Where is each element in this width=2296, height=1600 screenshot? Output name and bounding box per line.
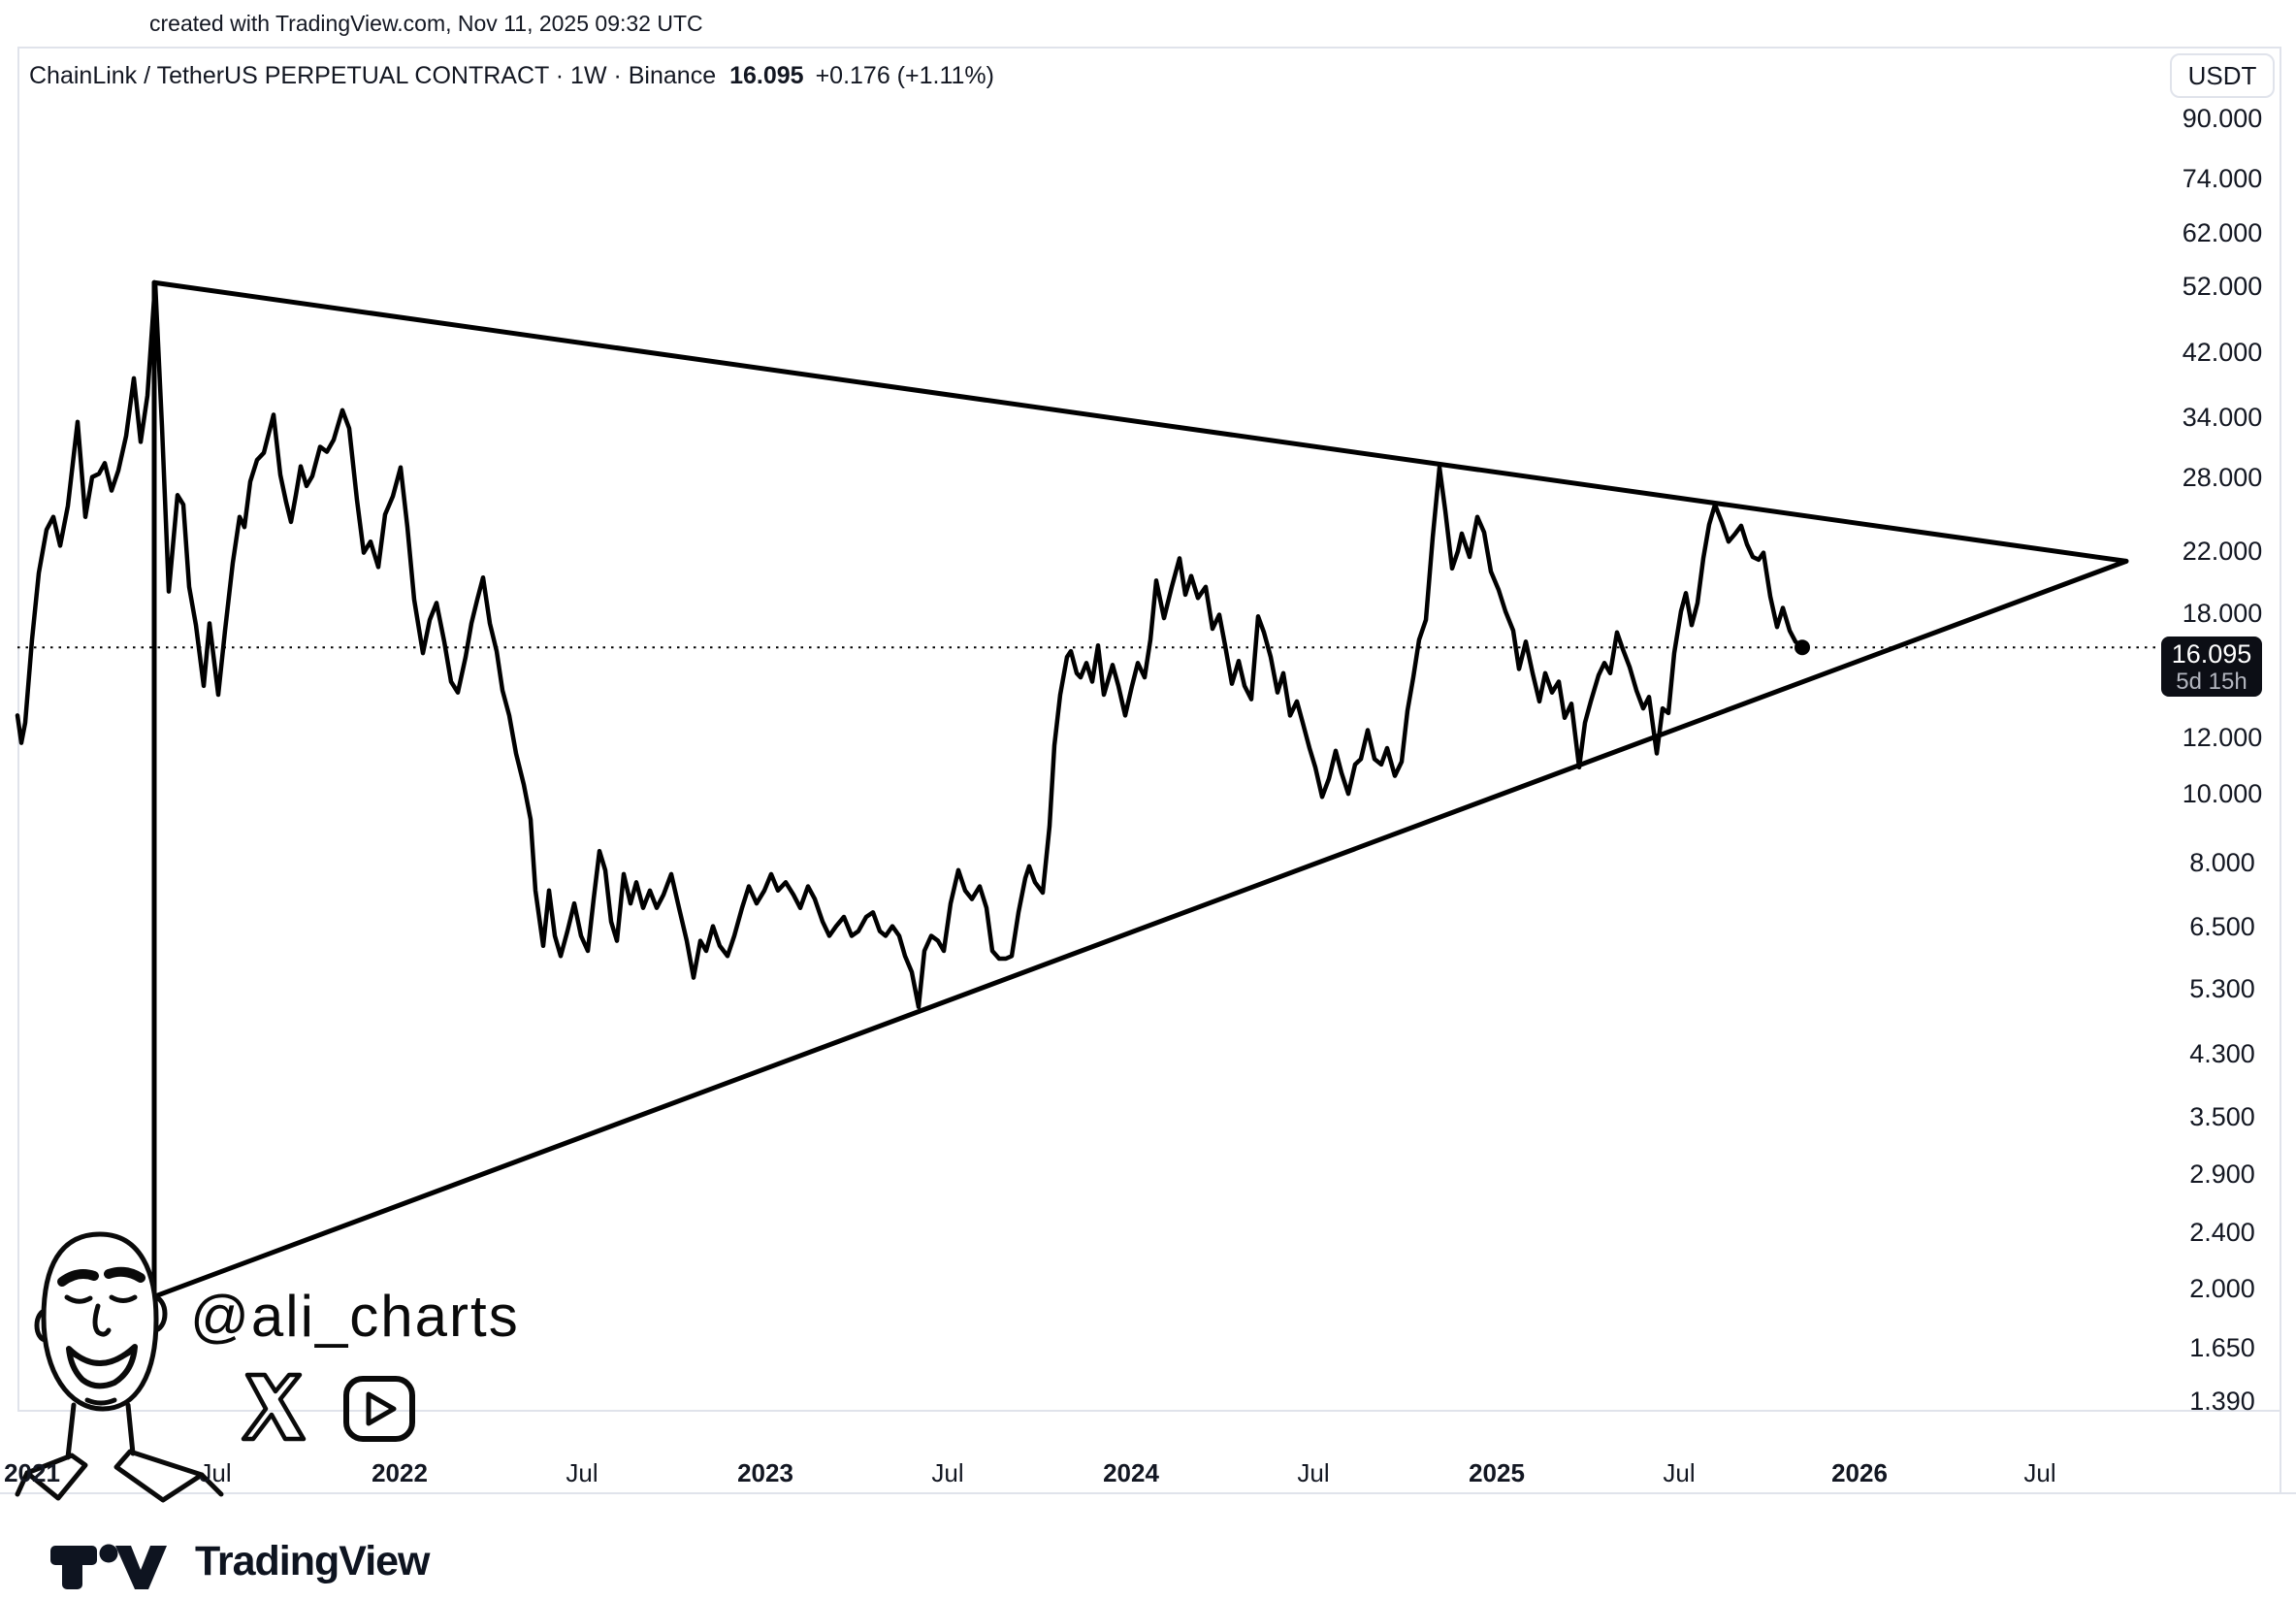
- time-tick-label: Jul: [1297, 1458, 1330, 1487]
- symbol-title[interactable]: ChainLink / TetherUS PERPETUAL CONTRACT …: [29, 62, 717, 89]
- time-tick-label: Jul: [566, 1458, 598, 1487]
- price-tick-label: 12.000: [2182, 723, 2263, 753]
- time-tick-label: 2026: [1831, 1458, 1888, 1487]
- triangle-lower-trendline[interactable]: [151, 558, 2129, 1299]
- symmetrical-triangle-drawing[interactable]: [151, 279, 2129, 1299]
- time-axis-top-border: [17, 1410, 2280, 1412]
- time-axis-bottom-border: [0, 1492, 2296, 1494]
- last-price-dot: [1795, 639, 1810, 656]
- price-tick-label: 62.000: [2182, 217, 2263, 247]
- time-tick-label: Jul: [199, 1458, 232, 1487]
- price-line-series: [15, 279, 1805, 1010]
- price-tick-label: 74.000: [2182, 163, 2263, 193]
- price-tick-label: 28.000: [2182, 462, 2263, 492]
- badge-price: 16.095: [2171, 639, 2252, 669]
- price-badge: 16.095 5d 15h: [2161, 637, 2262, 697]
- time-tick-label: 2023: [737, 1458, 793, 1487]
- creation-timestamp: created with TradingView.com, Nov 11, 20…: [149, 11, 703, 36]
- axis-right-border: [2280, 47, 2281, 1492]
- time-tick-label: 2022: [372, 1458, 428, 1487]
- chart-legend: ChainLink / TetherUS PERPETUAL CONTRACT …: [29, 54, 994, 97]
- price-tick-label: 6.500: [2189, 911, 2255, 941]
- price-tick-label: 5.300: [2189, 974, 2255, 1004]
- price-tick-label: 4.300: [2189, 1038, 2255, 1068]
- currency-toggle-button[interactable]: USDT: [2170, 53, 2275, 98]
- time-tick-label: Jul: [931, 1458, 964, 1487]
- price-tick-label: 2.000: [2189, 1274, 2255, 1304]
- last-price: 16.095: [729, 62, 804, 89]
- price-tick-label: 1.650: [2189, 1333, 2255, 1363]
- price-change: +0.176 (+1.11%): [815, 62, 994, 89]
- price-tick-label: 34.000: [2182, 403, 2263, 433]
- price-tick-label: 22.000: [2182, 537, 2263, 567]
- header-divider: [17, 47, 2280, 49]
- price-tick-label: 18.000: [2182, 598, 2263, 628]
- time-tick-label: 2021: [4, 1458, 60, 1487]
- time-tick-label: Jul: [1663, 1458, 1696, 1487]
- price-tick-label: 3.500: [2189, 1101, 2255, 1131]
- price-tick-label: 10.000: [2182, 779, 2263, 809]
- triangle-upper-trendline[interactable]: [151, 279, 2129, 564]
- price-tick-label: 2.400: [2189, 1218, 2255, 1248]
- badge-countdown: 5d 15h: [2176, 669, 2247, 695]
- price-tick-label: 90.000: [2182, 103, 2263, 133]
- ali-face-watermark: [15, 1231, 224, 1503]
- watermark-handle: @ali_charts: [190, 1284, 520, 1349]
- price-tick-label: 8.000: [2189, 847, 2255, 877]
- price-tick-label: 42.000: [2182, 338, 2263, 368]
- price-tick-label: 2.900: [2189, 1159, 2255, 1190]
- time-tick-label: 2024: [1103, 1458, 1159, 1487]
- price-tick-label: 52.000: [2182, 272, 2263, 302]
- price-tick-label: 1.390: [2189, 1386, 2255, 1416]
- time-tick-label: Jul: [2023, 1458, 2056, 1487]
- time-tick-label: 2025: [1469, 1458, 1525, 1487]
- tradingview-wordmark[interactable]: TradingView: [195, 1538, 430, 1584]
